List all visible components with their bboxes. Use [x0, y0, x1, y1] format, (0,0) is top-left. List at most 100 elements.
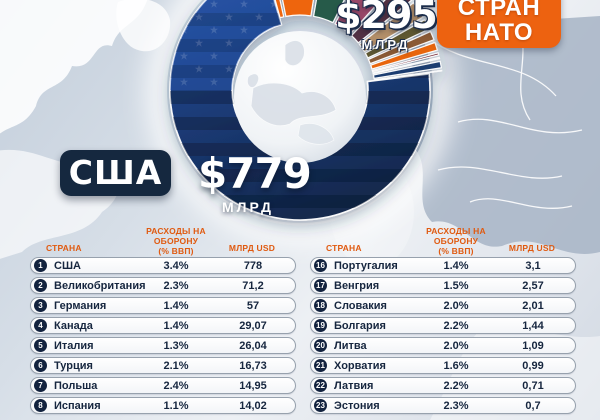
column-header-defense: РАСХОДЫ НА ОБОРОНУ (% ВВП) — [146, 226, 206, 257]
nato-badge-line2: НАТО — [464, 19, 534, 47]
map-north-america — [0, 0, 148, 134]
country-name: США — [54, 260, 81, 272]
others-amount: $295 — [335, 0, 438, 37]
gdp-percent: 1.4% — [163, 300, 189, 312]
usd-value: 778 — [243, 260, 263, 272]
usa-amount: $779 — [198, 149, 312, 198]
country-name: Словакия — [334, 300, 387, 312]
rank-badge: 21 — [314, 359, 327, 372]
nato-slice — [364, 18, 431, 59]
usd-value: 14,02 — [239, 400, 267, 412]
nato-slice — [350, 0, 413, 44]
country-name: Испания — [54, 400, 101, 412]
rank-badge: 1 — [34, 259, 47, 272]
usd-value: 0,7 — [525, 400, 541, 412]
rank-badge: 22 — [314, 379, 327, 392]
usd-value: 1,44 — [522, 320, 544, 332]
gdp-percent: 1.4% — [443, 260, 469, 272]
gdp-percent: 2.0% — [443, 300, 469, 312]
gdp-percent: 1.5% — [443, 280, 469, 292]
rank-badge: 16 — [314, 259, 327, 272]
gdp-percent: 2.0% — [443, 340, 469, 352]
gdp-percent: 2.3% — [443, 400, 469, 412]
gdp-percent: 2.4% — [163, 380, 189, 392]
rank-badge: 4 — [34, 319, 47, 332]
usa-unit: МЛРД — [222, 199, 274, 215]
usd-value: 1,09 — [522, 340, 544, 352]
usd-value: 29,07 — [239, 320, 267, 332]
column-header-usd: МЛРД USD — [508, 243, 556, 253]
table-row: 20 Литва 2.0% 1,09 — [310, 337, 576, 354]
usd-value: 2,01 — [522, 300, 544, 312]
country-name: Латвия — [334, 380, 374, 392]
usa-total-value: $779 МЛРД — [198, 149, 312, 216]
map-greenland — [116, 0, 171, 52]
nato-slice — [372, 56, 441, 75]
nato-countries-badge: СТРАН НАТО — [437, 0, 561, 48]
nato-slice — [367, 30, 435, 65]
rank-badge: 23 — [314, 399, 327, 412]
country-name: Польша — [54, 380, 98, 392]
nato-slice — [370, 41, 439, 70]
rank-badge: 19 — [314, 319, 327, 332]
usd-value: 26,04 — [239, 340, 267, 352]
usd-value: 16,73 — [239, 360, 267, 372]
gdp-percent: 1.3% — [163, 340, 189, 352]
others-total-value: $295 МЛРД — [328, 0, 444, 52]
country-name: Германия — [54, 300, 107, 312]
rank-badge: 6 — [34, 359, 47, 372]
column-header-defense: РАСХОДЫ НА ОБОРОНУ (% ВВП) — [426, 226, 486, 257]
usd-value: 71,2 — [242, 280, 264, 292]
gdp-percent: 1.1% — [163, 400, 189, 412]
gdp-percent: 1.4% — [163, 320, 189, 332]
table-left: СТРАНА РАСХОДЫ НА ОБОРОНУ (% ВВП) МЛРД U… — [30, 224, 298, 420]
rank-badge: 8 — [34, 399, 47, 412]
country-name: Эстония — [334, 400, 380, 412]
usd-value: 0,99 — [522, 360, 544, 372]
table-row: 18 Словакия 2.0% 2,01 — [310, 297, 576, 314]
table-row: 5 Италия 1.3% 26,04 — [30, 337, 296, 354]
rank-badge: 17 — [314, 279, 327, 292]
nato-slice — [274, 0, 285, 19]
globe-center — [234, 31, 366, 163]
table-row: 8 Испания 1.1% 14,02 — [30, 397, 296, 414]
table-row: 3 Германия 1.4% 57 — [30, 297, 296, 314]
gdp-percent: 3.4% — [163, 260, 189, 272]
country-name: Турция — [54, 360, 93, 372]
table-row: 17 Венгрия 1.5% 2,57 — [310, 277, 576, 294]
nato-slice — [371, 52, 440, 73]
table-row: 1 США 3.4% 778 — [30, 257, 296, 274]
map-asia-region — [409, 16, 600, 254]
rank-badge: 18 — [314, 299, 327, 312]
country-name: Португалия — [334, 260, 398, 272]
table-row: 4 Канада 1.4% 29,07 — [30, 317, 296, 334]
country-name: Канада — [54, 320, 93, 332]
others-unit: МЛРД — [361, 37, 411, 52]
nato-slice — [358, 2, 424, 53]
rank-badge: 3 — [34, 299, 47, 312]
table-row: 19 Болгария 2.2% 1,44 — [310, 317, 576, 334]
gdp-percent: 2.2% — [443, 320, 469, 332]
nato-slice — [372, 60, 442, 79]
usd-value: 0,71 — [522, 380, 544, 392]
table-row: 7 Польша 2.4% 14,95 — [30, 377, 296, 394]
gdp-percent: 1.6% — [443, 360, 469, 372]
country-name: Великобритания — [54, 280, 146, 292]
usd-value: 57 — [246, 300, 260, 312]
usd-value: 14,95 — [239, 380, 267, 392]
nato-slice — [281, 0, 314, 18]
usd-value: 2,57 — [522, 280, 544, 292]
table-row: 6 Турция 2.1% 16,73 — [30, 357, 296, 374]
usa-badge: США — [60, 150, 171, 196]
nato-slice — [334, 0, 382, 35]
table-row: 2 Великобритания 2.3% 71,2 — [30, 277, 296, 294]
nato-slice — [312, 0, 345, 24]
country-name: Италия — [54, 340, 94, 352]
rank-badge: 20 — [314, 339, 327, 352]
table-row: 22 Латвия 2.2% 0,71 — [310, 377, 576, 394]
country-name: Венгрия — [334, 280, 380, 292]
nato-badge-line1: СТРАН — [457, 0, 541, 21]
gdp-percent: 2.2% — [443, 380, 469, 392]
